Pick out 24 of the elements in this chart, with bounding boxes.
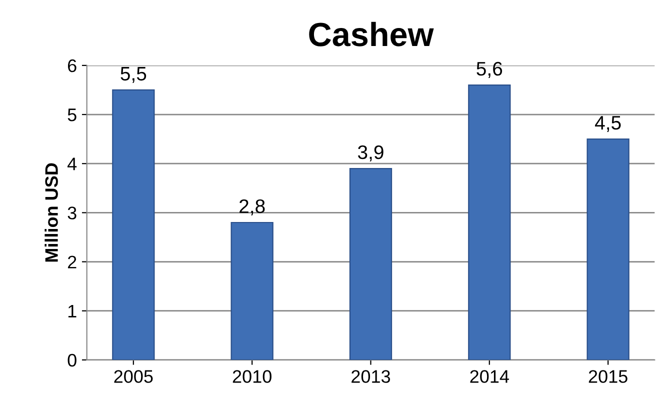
data-label: 4,5 (595, 116, 621, 132)
bar (230, 222, 274, 360)
chart-title: Cashew (309, 22, 434, 46)
y-tick-label: 2 (68, 256, 76, 268)
data-label: 5,5 (120, 67, 146, 83)
x-tick-label: 2013 (352, 370, 390, 383)
data-label: 2,8 (240, 199, 265, 216)
bar (468, 84, 511, 360)
y-tick-label: 3 (68, 206, 76, 220)
bar (112, 89, 155, 360)
x-tick-label: 2010 (232, 370, 272, 383)
x-tick-label: 2014 (470, 370, 509, 383)
y-tick-label: 0 (68, 354, 76, 367)
bar (349, 168, 392, 360)
y-tick-label: 4 (67, 158, 77, 170)
y-tick-label: 6 (68, 59, 76, 72)
data-label: 5,6 (476, 62, 502, 78)
y-tick-label: 5 (68, 108, 76, 122)
y-tick-label: 1 (68, 304, 76, 318)
y-axis-title: Million USD (44, 163, 58, 262)
x-tick-label: 2005 (114, 370, 153, 383)
data-label: 3,9 (358, 145, 384, 162)
bar (586, 138, 630, 360)
x-tick-label: 2015 (588, 370, 628, 383)
